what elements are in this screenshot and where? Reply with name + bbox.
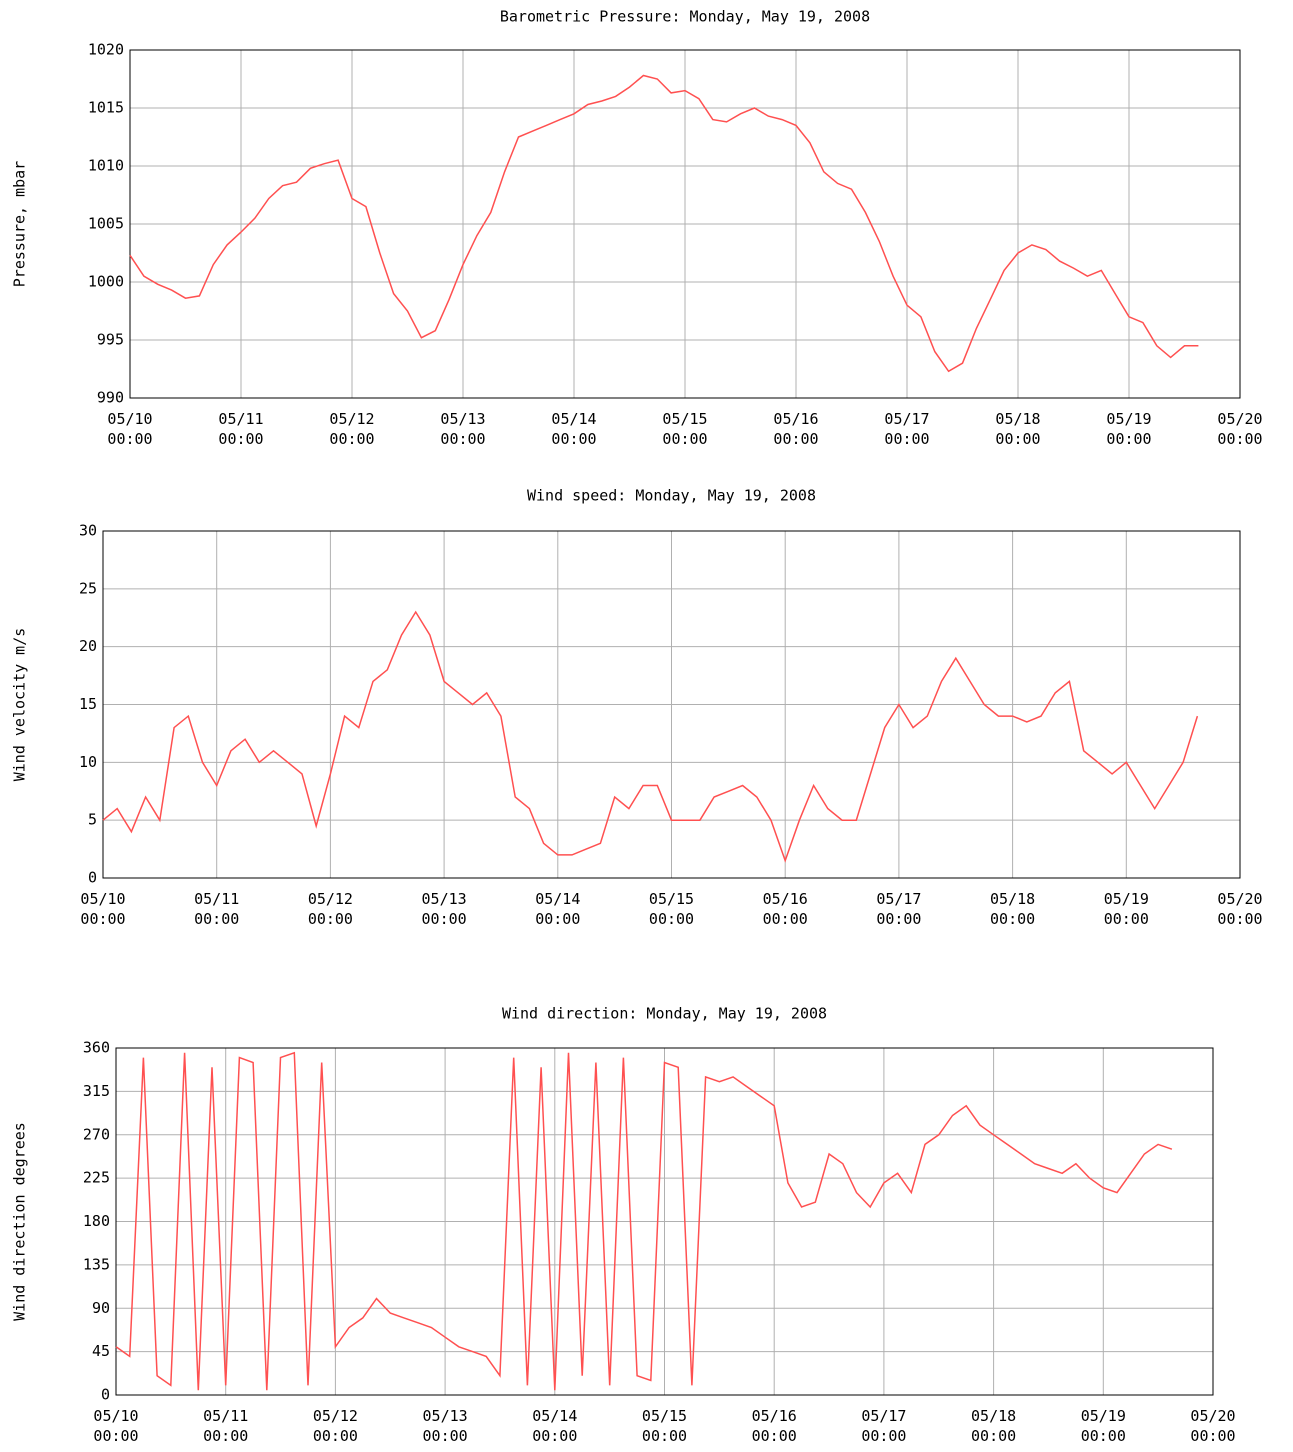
x-tick-label: 05/19 00:00	[1106, 410, 1152, 448]
x-tick-label: 05/14 00:00	[532, 1407, 578, 1445]
y-tick-label: 1020	[88, 41, 124, 59]
y-tick-label: 225	[83, 1169, 110, 1187]
y-tick-label: 1000	[88, 273, 124, 291]
x-tick-label: 05/18 00:00	[990, 890, 1036, 928]
y-tick-label: 5	[88, 811, 97, 829]
plot-frame	[102, 530, 1241, 879]
chart-title: Barometric Pressure: Monday, May 19, 200…	[500, 8, 870, 26]
plot-frame	[129, 49, 1241, 399]
y-tick-label: 20	[79, 637, 97, 655]
y-tick-label: 25	[79, 579, 97, 597]
y-axis-label: Wind direction degrees	[11, 1122, 29, 1321]
data-line	[102, 610, 1199, 863]
x-tick-label: 05/20 00:00	[1217, 410, 1263, 448]
x-tick-label: 05/14 00:00	[535, 890, 581, 928]
x-tick-label: 05/15 00:00	[641, 1407, 688, 1445]
y-tick-label: 10	[79, 753, 97, 771]
x-tick-label: 05/17 00:00	[861, 1407, 907, 1445]
x-tick-label: 05/19 00:00	[1080, 1407, 1126, 1445]
x-tick-label: 05/18 00:00	[995, 410, 1041, 448]
x-tick-label: 05/13 00:00	[422, 1407, 468, 1445]
y-tick-label: 180	[83, 1212, 110, 1230]
data-line	[115, 1051, 1173, 1391]
y-tick-label: 135	[83, 1255, 110, 1273]
x-tick-label: 05/16 00:00	[773, 410, 819, 448]
x-tick-label: 05/16 00:00	[751, 1407, 797, 1445]
y-tick-label: 1005	[88, 215, 124, 233]
plot-frame	[115, 1047, 1214, 1396]
x-tick-label: 05/10 00:00	[93, 1407, 139, 1445]
y-axis-label: Pressure, mbar	[11, 161, 29, 287]
y-tick-label: 315	[83, 1082, 110, 1100]
x-tick-label: 05/11 00:00	[194, 890, 240, 928]
chart-title: Wind speed: Monday, May 19, 2008	[527, 487, 816, 505]
x-tick-label: 05/15 00:00	[662, 410, 708, 448]
x-tick-label: 05/16 00:00	[762, 890, 808, 928]
x-tick-label: 05/15 00:00	[648, 890, 695, 928]
x-tick-label: 05/14 00:00	[551, 410, 597, 448]
y-tick-label: 0	[101, 1386, 110, 1404]
x-tick-label: 05/20 00:00	[1190, 1407, 1236, 1445]
x-tick-label: 05/11 00:00	[203, 1407, 249, 1445]
x-tick-label: 05/17 00:00	[884, 410, 930, 448]
x-tick-label: 05/13 00:00	[421, 890, 467, 928]
x-tick-label: 05/12 00:00	[329, 410, 375, 448]
y-tick-label: 1010	[88, 157, 124, 175]
y-tick-label: 45	[92, 1342, 110, 1360]
y-tick-label: 270	[83, 1125, 110, 1143]
y-tick-label: 360	[83, 1039, 110, 1057]
y-tick-label: 990	[97, 389, 124, 407]
y-tick-label: 30	[79, 522, 97, 540]
x-tick-label: 05/20 00:00	[1217, 890, 1263, 928]
y-tick-label: 15	[79, 695, 97, 713]
x-tick-label: 05/10 00:00	[80, 890, 126, 928]
x-tick-label: 05/13 00:00	[440, 410, 486, 448]
x-tick-label: 05/10 00:00	[107, 410, 153, 448]
y-axis-label: Wind velocity m/s	[11, 628, 29, 782]
data-line	[129, 74, 1199, 373]
y-tick-label: 90	[92, 1299, 110, 1317]
x-tick-label: 05/11 00:00	[218, 410, 264, 448]
chart-title: Wind direction: Monday, May 19, 2008	[502, 1005, 827, 1023]
x-tick-label: 05/12 00:00	[312, 1407, 358, 1445]
y-tick-label: 1015	[88, 99, 124, 117]
x-tick-label: 05/19 00:00	[1103, 890, 1149, 928]
x-tick-label: 05/17 00:00	[876, 890, 922, 928]
x-tick-label: 05/12 00:00	[307, 890, 353, 928]
y-tick-label: 0	[88, 869, 97, 887]
y-tick-label: 995	[97, 331, 124, 349]
x-tick-label: 05/18 00:00	[971, 1407, 1017, 1445]
